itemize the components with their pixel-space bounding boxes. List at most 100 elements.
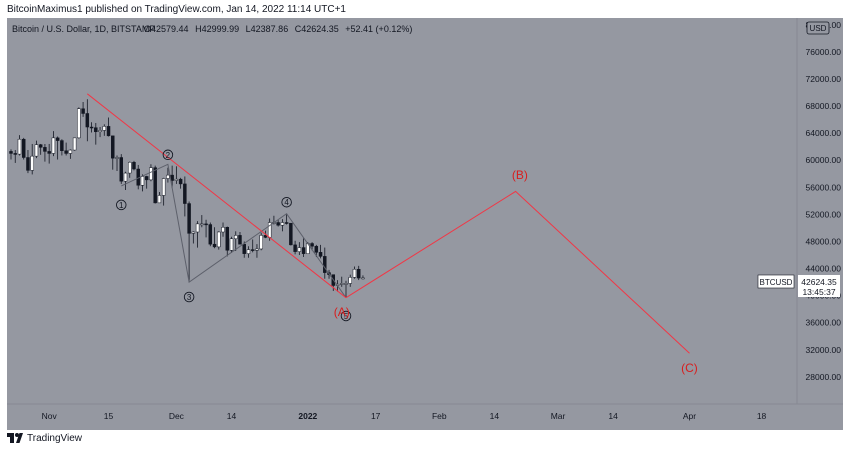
candle: [72, 137, 77, 151]
candle: [187, 201, 191, 283]
candle-body: [157, 195, 162, 204]
candle: [200, 215, 204, 228]
legend-low-label: L: [246, 24, 251, 34]
svg-text:O42579.44 H42999.99: O42579.44 H42999.99 L42387.86 C42624.35 …: [144, 24, 412, 34]
candle-body: [348, 277, 352, 284]
candle: [102, 124, 107, 136]
candle-body: [81, 108, 85, 114]
candle: [43, 143, 47, 162]
candle: [280, 219, 285, 232]
wave-letter-label: (B): [512, 168, 528, 182]
candle-body: [191, 231, 196, 234]
candle-body: [55, 137, 60, 141]
candle-body: [140, 176, 145, 186]
candle-body: [149, 167, 153, 181]
candle: [115, 155, 119, 172]
price-tick-label: 44000.00: [806, 264, 842, 274]
wave-label-2: 2: [162, 149, 174, 161]
candle-body: [111, 135, 115, 159]
wave-label-text: 4: [284, 198, 289, 207]
time-tick-label: Feb: [432, 411, 447, 421]
candle-body: [38, 144, 43, 148]
candle-body: [72, 137, 77, 151]
candle: [234, 231, 238, 251]
price-tick-label: 56000.00: [806, 182, 842, 192]
candle: [323, 247, 327, 279]
candle-body: [9, 151, 13, 154]
candle-body: [276, 222, 280, 226]
candle: [77, 107, 81, 139]
footer[interactable]: TradingView: [7, 431, 82, 445]
wave-letter-label: (A): [334, 305, 350, 319]
candle-body: [195, 223, 200, 233]
candle-body: [60, 140, 64, 151]
candle-body: [51, 137, 56, 154]
candle-body: [314, 245, 319, 253]
time-axis-background[interactable]: [7, 404, 843, 430]
candle-body: [318, 252, 323, 257]
candle: [284, 213, 289, 225]
legend: Bitcoin / U.S. Dollar, 1D, BITSTAMP O425…: [12, 24, 412, 34]
candle: [26, 150, 30, 174]
candle-body: [263, 235, 268, 238]
wave-label-circle: [162, 149, 174, 161]
candle-body: [77, 108, 81, 139]
price-tick-label: 72000.00: [806, 74, 842, 84]
candle: [30, 143, 34, 175]
candle: [297, 242, 302, 256]
price-axis-background[interactable]: [797, 18, 843, 404]
time-tick-label: 14: [227, 411, 237, 421]
candle: [238, 231, 242, 245]
last-price-text: 42624.35: [801, 277, 837, 287]
overlays: 1 2 3 4 5(A) (B) (C): [86, 93, 698, 375]
wave-label-circle: [183, 291, 195, 303]
candles: [9, 99, 365, 298]
countdown-text: 13:45:37: [802, 287, 835, 297]
candle: [51, 131, 56, 157]
candle-body: [208, 224, 213, 245]
candle-body: [297, 247, 302, 252]
candle: [34, 140, 39, 159]
candle-body: [238, 235, 242, 245]
candle-body: [68, 149, 73, 154]
candle-body: [115, 157, 119, 159]
legend-change: +52.41 (+0.12%): [345, 24, 412, 34]
candle: [225, 226, 229, 257]
candle-body: [123, 172, 128, 182]
candle: [250, 239, 255, 253]
candle: [81, 101, 85, 117]
candle: [229, 236, 234, 253]
candle: [123, 171, 128, 191]
price-chart[interactable]: 1 2 3 4 5(A) (B) (C) 28000.00 32000.00 36000.00 4…: [7, 18, 843, 430]
candle-body: [30, 155, 34, 171]
wave-letter-label: (C): [681, 361, 698, 375]
wave-path-line: [121, 163, 347, 298]
candle-body: [17, 138, 22, 155]
symbol-tag-text: BTCUSD: [760, 278, 793, 287]
candle: [246, 246, 251, 258]
candle-body: [344, 283, 348, 285]
candle: [85, 99, 90, 142]
candle: [352, 266, 357, 279]
time-tick-label: Apr: [683, 411, 696, 421]
candle-body: [34, 144, 39, 157]
candle-body: [289, 222, 293, 246]
wave-label-text: 5: [344, 312, 349, 321]
candle: [38, 143, 43, 155]
candle: [361, 275, 365, 280]
candle: [119, 154, 123, 184]
plot-background: [7, 18, 797, 404]
candle-body: [356, 268, 361, 279]
candle: [195, 221, 200, 248]
candle: [340, 276, 344, 287]
candle-body: [178, 178, 183, 185]
candle-body: [166, 174, 170, 179]
candle-body: [212, 243, 217, 248]
candle-body: [183, 183, 187, 204]
candle: [127, 161, 132, 178]
price-tick-label: 52000.00: [806, 209, 842, 219]
candle-body: [200, 223, 204, 226]
candle-body: [246, 249, 251, 254]
candle-body: [217, 231, 221, 248]
currency-badge[interactable]: USD: [806, 21, 830, 35]
